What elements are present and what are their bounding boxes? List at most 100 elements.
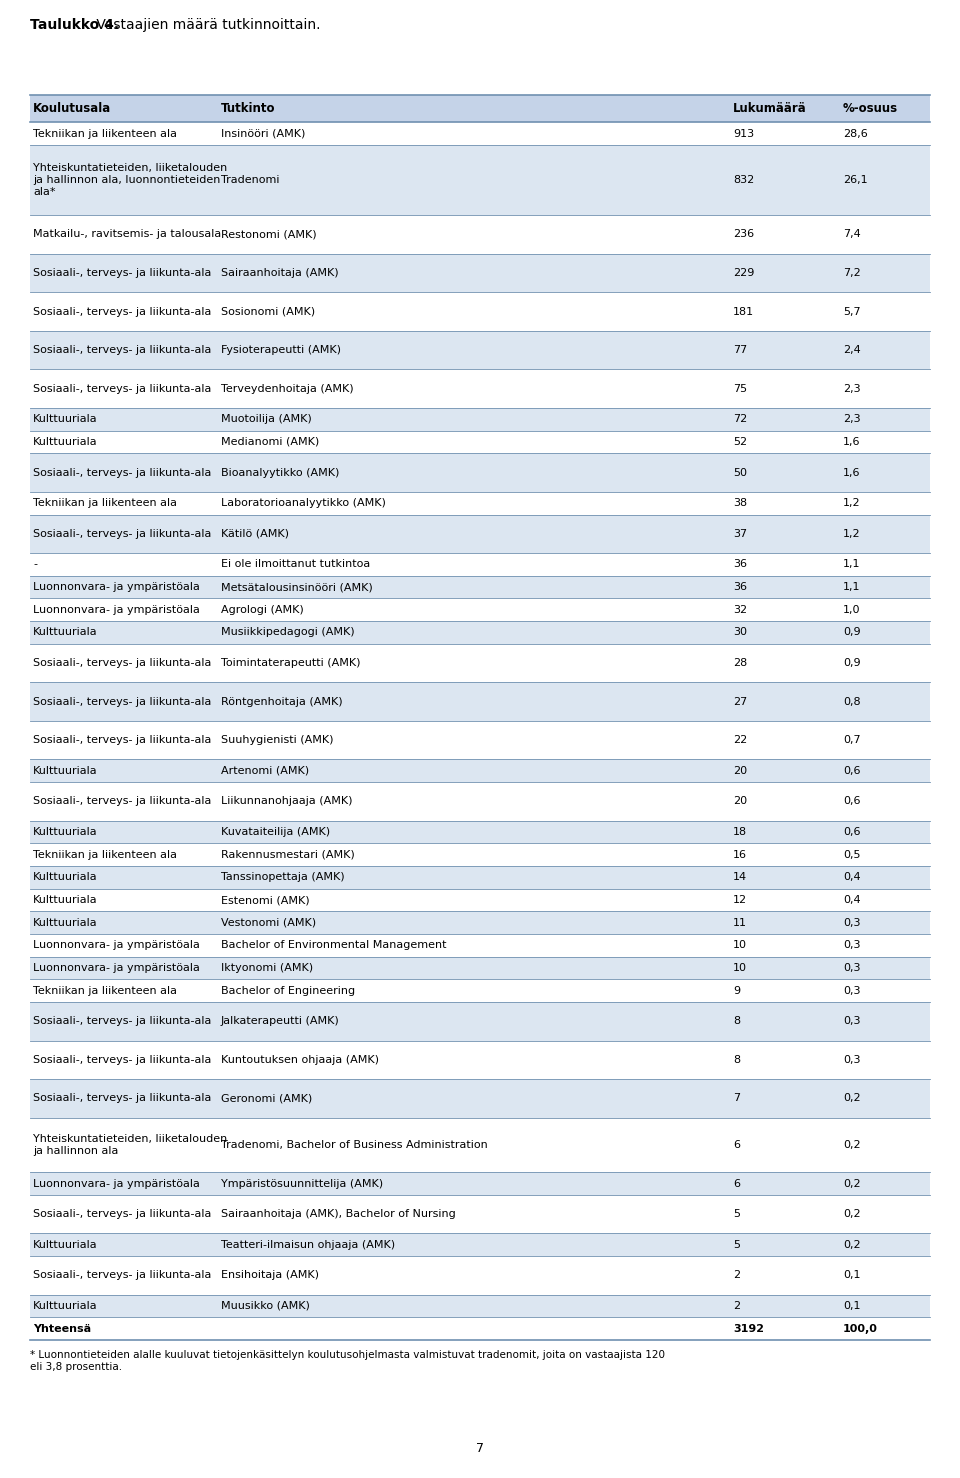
Text: Sosiaali-, terveys- ja liikunta-ala: Sosiaali-, terveys- ja liikunta-ala (33, 346, 211, 355)
Text: Sosiaali-, terveys- ja liikunta-ala: Sosiaali-, terveys- ja liikunta-ala (33, 306, 211, 316)
Bar (30, 1002, 930, 1041)
Bar (30, 216, 930, 254)
Text: 11: 11 (733, 918, 747, 928)
Bar (30, 888, 930, 912)
Text: 0,9: 0,9 (843, 658, 860, 668)
Text: Geronomi (AMK): Geronomi (AMK) (221, 1094, 312, 1104)
Bar (30, 1256, 930, 1295)
Text: Kulttuuriala: Kulttuuriala (33, 437, 98, 446)
Text: Ei ole ilmoittanut tutkintoa: Ei ole ilmoittanut tutkintoa (221, 560, 371, 569)
Text: 5: 5 (733, 1209, 740, 1219)
Bar (30, 1079, 930, 1117)
Text: 181: 181 (733, 306, 755, 316)
Text: Tutkinto: Tutkinto (221, 102, 276, 115)
Text: Musiikkipedagogi (AMK): Musiikkipedagogi (AMK) (221, 628, 354, 637)
Bar (30, 331, 930, 370)
Text: Estenomi (AMK): Estenomi (AMK) (221, 896, 310, 905)
Text: Tekniikan ja liikenteen ala: Tekniikan ja liikenteen ala (33, 850, 177, 860)
Bar (30, 408, 930, 430)
Text: Yhteiskuntatieteiden, liiketalouden
ja hallinnon ala: Yhteiskuntatieteiden, liiketalouden ja h… (33, 1134, 228, 1156)
Text: Sosiaali-, terveys- ja liikunta-ala: Sosiaali-, terveys- ja liikunta-ala (33, 467, 211, 477)
Text: 37: 37 (733, 529, 747, 539)
Text: Bachelor of Engineering: Bachelor of Engineering (221, 986, 355, 996)
Text: Sosiaali-, terveys- ja liikunta-ala: Sosiaali-, terveys- ja liikunta-ala (33, 735, 211, 745)
Text: -: - (33, 560, 37, 569)
Text: 38: 38 (733, 498, 747, 508)
Text: Sosiaali-, terveys- ja liikunta-ala: Sosiaali-, terveys- ja liikunta-ala (33, 1094, 211, 1104)
Bar (30, 644, 930, 683)
Text: 52: 52 (733, 437, 747, 446)
Text: Röntgenhoitaja (AMK): Röntgenhoitaja (AMK) (221, 696, 343, 706)
Text: 0,1: 0,1 (843, 1271, 860, 1280)
Text: Luonnonvara- ja ympäristöala: Luonnonvara- ja ympäristöala (33, 1178, 200, 1188)
Text: %-osuus: %-osuus (843, 102, 899, 115)
Text: 28,6: 28,6 (843, 129, 868, 139)
Text: 72: 72 (733, 414, 747, 424)
Text: 0,6: 0,6 (843, 828, 860, 837)
Text: 0,7: 0,7 (843, 735, 860, 745)
Bar (30, 721, 930, 760)
Bar (30, 1194, 930, 1234)
Text: 50: 50 (733, 467, 747, 477)
Text: 36: 36 (733, 582, 747, 593)
Text: 2,4: 2,4 (843, 346, 861, 355)
Text: 1,6: 1,6 (843, 437, 860, 446)
Text: 832: 832 (733, 174, 755, 185)
Text: 0,8: 0,8 (843, 696, 860, 706)
Bar (30, 1117, 930, 1172)
Text: 0,4: 0,4 (843, 872, 860, 882)
Text: Sosiaali-, terveys- ja liikunta-ala: Sosiaali-, terveys- ja liikunta-ala (33, 1055, 211, 1066)
Text: Vestonomi (AMK): Vestonomi (AMK) (221, 918, 316, 928)
Bar (30, 370, 930, 408)
Bar (30, 430, 930, 454)
Text: 1,0: 1,0 (843, 605, 860, 615)
Bar (30, 1295, 930, 1317)
Text: 0,9: 0,9 (843, 628, 860, 637)
Text: Fysioterapeutti (AMK): Fysioterapeutti (AMK) (221, 346, 341, 355)
Text: Tekniikan ja liikenteen ala: Tekniikan ja liikenteen ala (33, 498, 177, 508)
Text: Matkailu-, ravitsemis- ja talousala: Matkailu-, ravitsemis- ja talousala (33, 229, 221, 239)
Text: Sosiaali-, terveys- ja liikunta-ala: Sosiaali-, terveys- ja liikunta-ala (33, 1271, 211, 1280)
Text: Kulttuuriala: Kulttuuriala (33, 414, 98, 424)
Text: 913: 913 (733, 129, 755, 139)
Bar (30, 1234, 930, 1256)
Bar (30, 1172, 930, 1194)
Text: 1,6: 1,6 (843, 467, 860, 477)
Text: 6: 6 (733, 1140, 740, 1150)
Text: 5,7: 5,7 (843, 306, 860, 316)
Text: Medianomi (AMK): Medianomi (AMK) (221, 437, 320, 446)
Text: Iktyonomi (AMK): Iktyonomi (AMK) (221, 964, 313, 973)
Bar (30, 293, 930, 331)
Text: 0,1: 0,1 (843, 1301, 860, 1311)
Text: 3192: 3192 (733, 1324, 764, 1333)
Text: 12: 12 (733, 896, 747, 905)
Text: Kulttuuriala: Kulttuuriala (33, 1301, 98, 1311)
Bar (30, 866, 930, 888)
Text: Laboratorioanalyytikko (AMK): Laboratorioanalyytikko (AMK) (221, 498, 386, 508)
Text: 8: 8 (733, 1055, 740, 1066)
Bar (30, 599, 930, 621)
Text: Muotoilija (AMK): Muotoilija (AMK) (221, 414, 312, 424)
Text: Sosiaali-, terveys- ja liikunta-ala: Sosiaali-, terveys- ja liikunta-ala (33, 797, 211, 807)
Text: Rakennusmestari (AMK): Rakennusmestari (AMK) (221, 850, 355, 860)
Text: 2,3: 2,3 (843, 384, 860, 393)
Text: Yhteensä: Yhteensä (33, 1324, 91, 1333)
Bar (30, 844, 930, 866)
Text: Lukumäärä: Lukumäärä (733, 102, 806, 115)
Bar (30, 95, 930, 123)
Bar (30, 1317, 930, 1341)
Bar (30, 956, 930, 980)
Text: 0,5: 0,5 (843, 850, 860, 860)
Text: 0,3: 0,3 (843, 1055, 860, 1066)
Text: 10: 10 (733, 964, 747, 973)
Text: 1,2: 1,2 (843, 529, 860, 539)
Text: Insinööri (AMK): Insinööri (AMK) (221, 129, 305, 139)
Text: Kulttuuriala: Kulttuuriala (33, 896, 98, 905)
Text: Agrologi (AMK): Agrologi (AMK) (221, 605, 303, 615)
Text: Luonnonvara- ja ympäristöala: Luonnonvara- ja ympäristöala (33, 605, 200, 615)
Text: 26,1: 26,1 (843, 174, 868, 185)
Text: Ensihoitaja (AMK): Ensihoitaja (AMK) (221, 1271, 319, 1280)
Text: 100,0: 100,0 (843, 1324, 877, 1333)
Text: 14: 14 (733, 872, 747, 882)
Text: 0,2: 0,2 (843, 1140, 860, 1150)
